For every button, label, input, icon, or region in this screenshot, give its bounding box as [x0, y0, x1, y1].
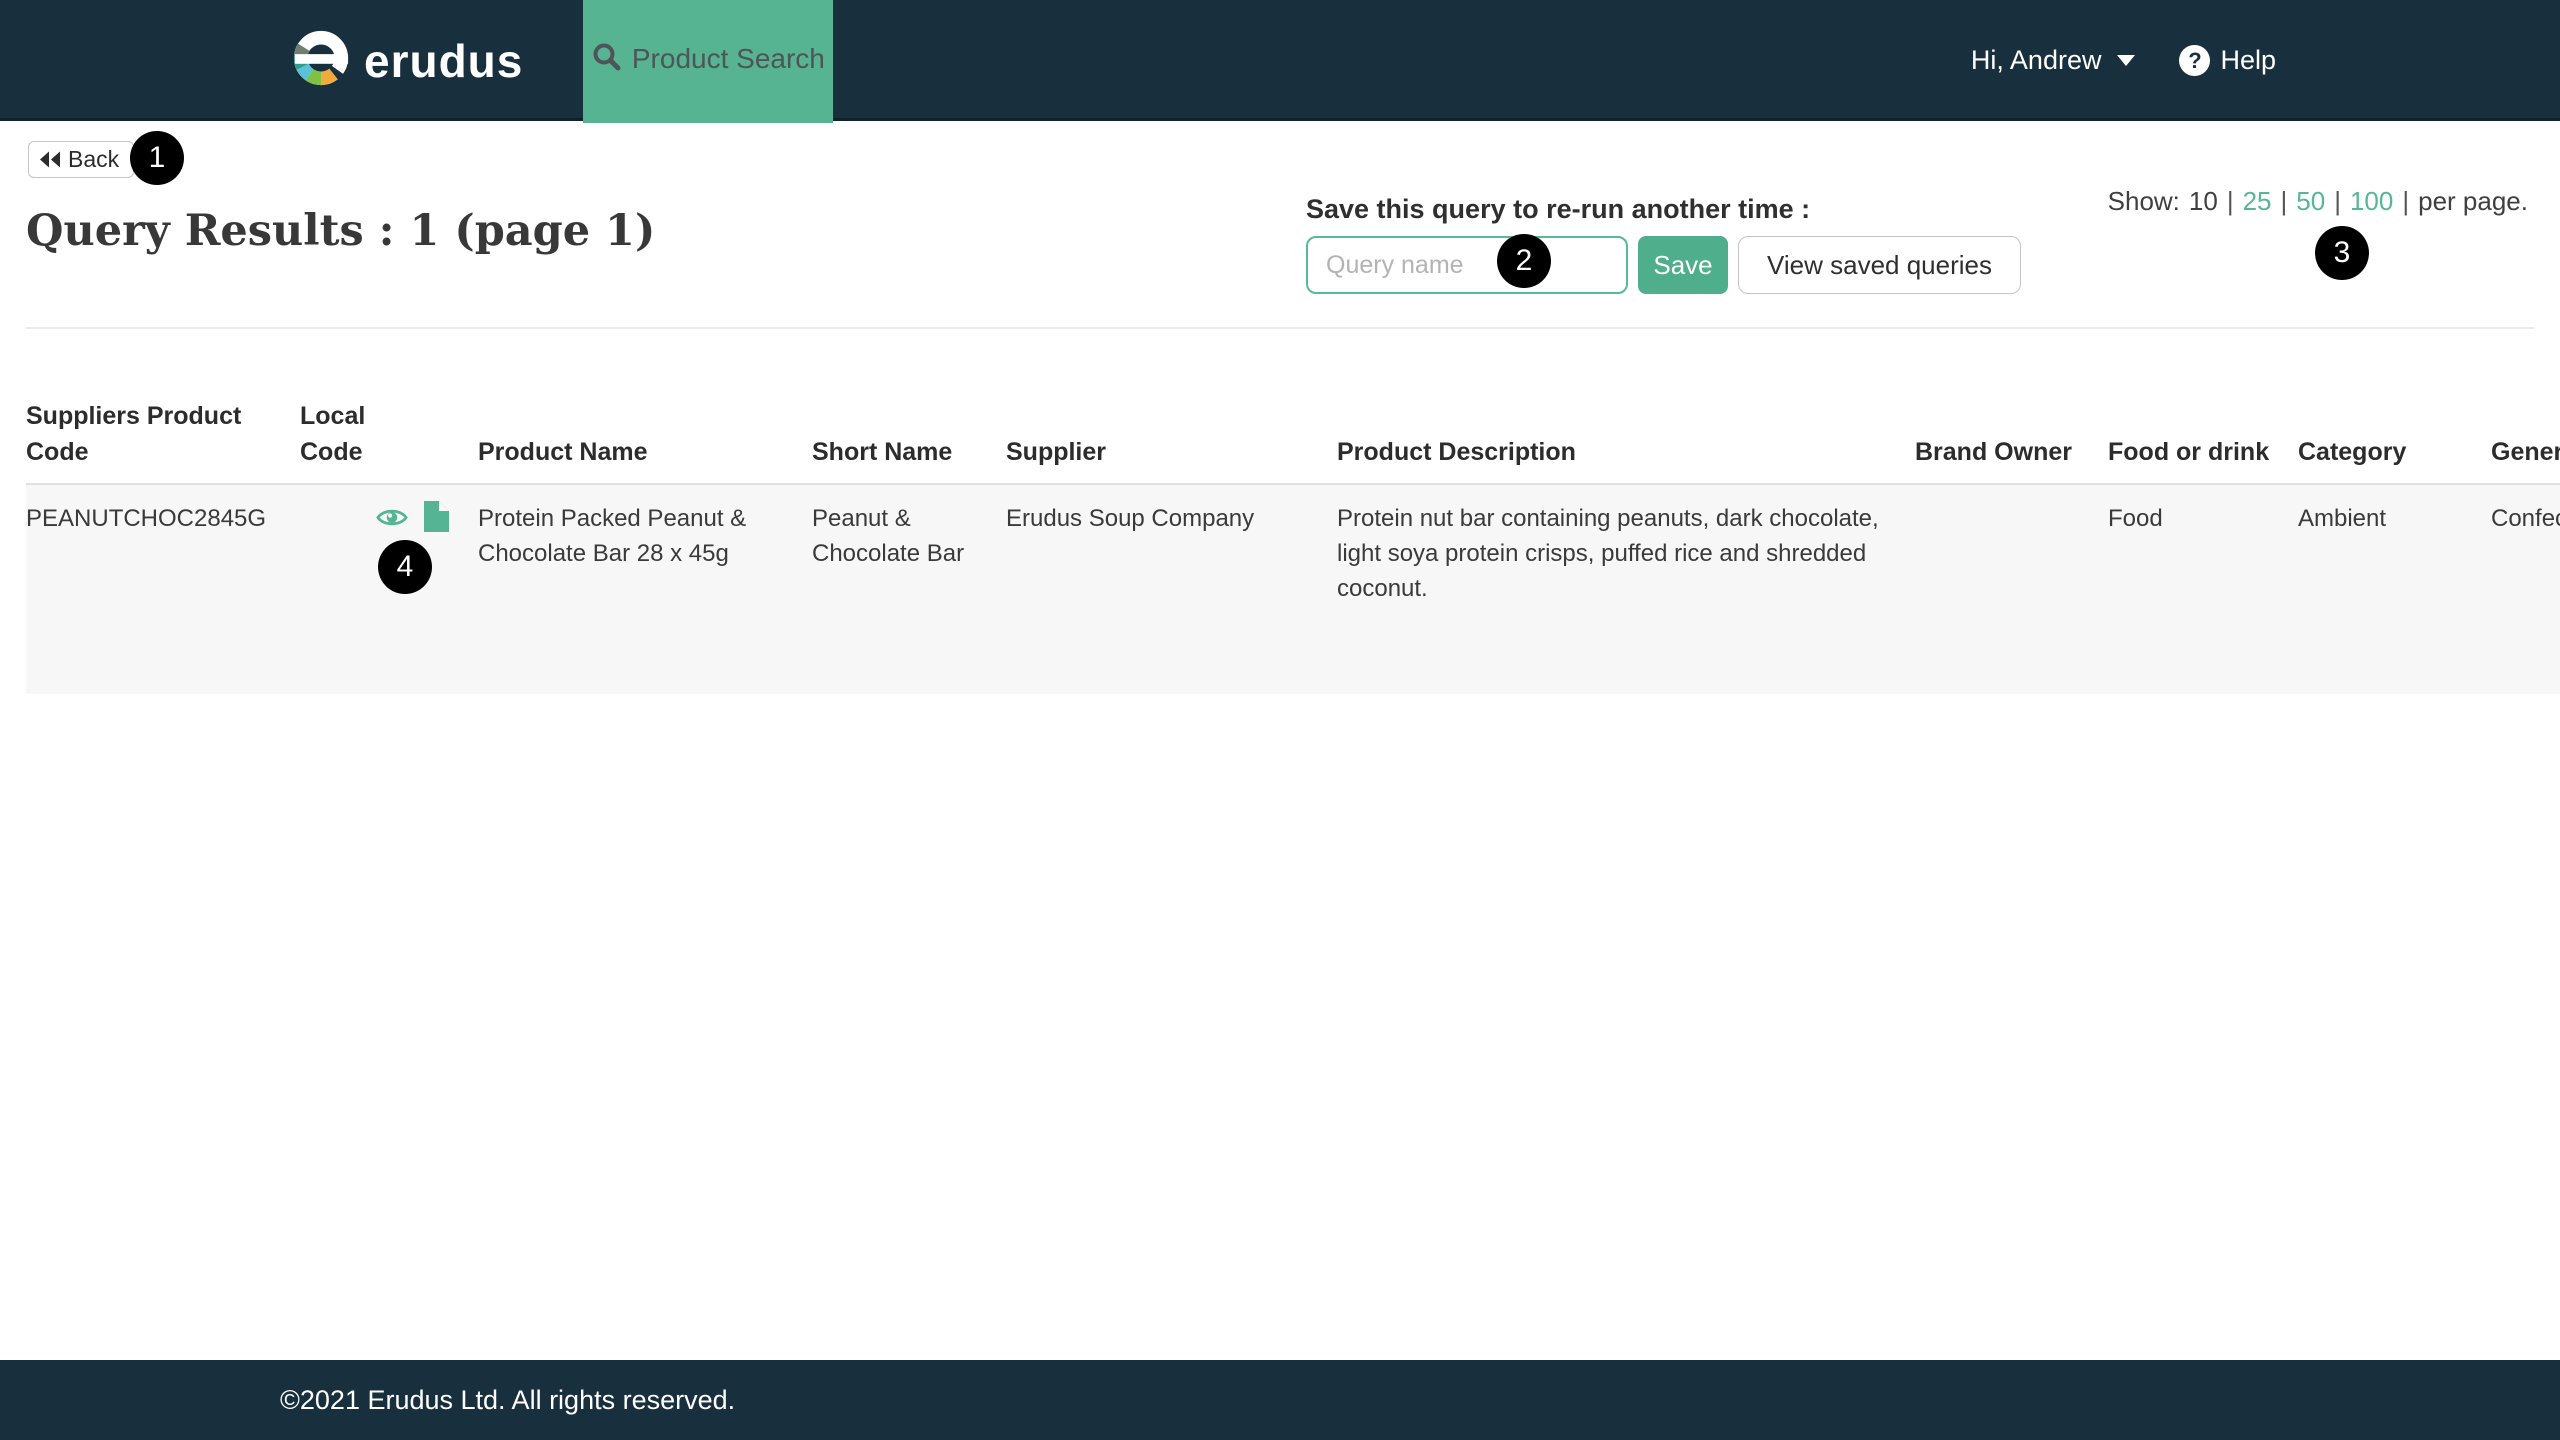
help-label: Help — [2220, 45, 2276, 75]
table-header-row: Suppliers Product Code Local Code Produc… — [26, 398, 2560, 485]
copyright-text: ©2021 Erudus Ltd. All rights reserved. — [280, 1384, 736, 1415]
save-query-label: Save this query to re-run another time : — [1306, 194, 1811, 224]
results-table: Suppliers Product Code Local Code Produc… — [26, 398, 2560, 694]
col-product-name: Product Name — [478, 398, 812, 485]
cell-category: Ambient — [2298, 484, 2491, 694]
cell-product-name: Protein Packed Peanut & Chocolate Bar 28… — [478, 484, 812, 694]
datasheet-document-icon[interactable] — [424, 501, 449, 542]
cell-food-or-drink: Food — [2108, 484, 2298, 694]
col-product-description: Product Description — [1337, 398, 1915, 485]
col-food-or-drink: Food or drink — [2108, 398, 2298, 485]
help-icon: ? — [2179, 45, 2211, 76]
per-page-current: 10 — [2188, 186, 2218, 216]
save-query-button[interactable]: Save — [1638, 236, 1728, 294]
query-name-input[interactable] — [1306, 236, 1628, 294]
col-category: Category — [2298, 398, 2491, 485]
col-supplier: Supplier — [1006, 398, 1337, 485]
back-button-label: Back — [68, 146, 120, 172]
cell-actions — [364, 484, 478, 694]
annotation-badge-4: 4 — [378, 540, 432, 594]
rewind-icon — [40, 151, 60, 168]
footer: ©2021 Erudus Ltd. All rights reserved. — [0, 1360, 2560, 1440]
tab-product-search[interactable]: Product Search — [583, 0, 834, 123]
brand-name: erudus — [364, 34, 524, 87]
top-nav: erudus Product Search Hi, Andrew ? Help — [0, 0, 2560, 123]
cell-supplier: Erudus Soup Company — [1006, 484, 1337, 694]
back-button[interactable]: Back — [28, 141, 135, 178]
erudus-logo: erudus — [292, 29, 523, 92]
col-generic: Generi — [2491, 398, 2560, 485]
section-divider — [26, 327, 2534, 329]
annotation-badge-3: 3 — [2315, 226, 2369, 280]
view-saved-queries-button[interactable]: View saved queries — [1738, 236, 2021, 294]
cell-brand-owner — [1915, 484, 2108, 694]
cell-product-description: Protein nut bar containing peanuts, dark… — [1337, 484, 1915, 694]
cell-short-name: Peanut & Chocolate Bar — [812, 484, 1006, 694]
erudus-logo-mark-icon — [292, 29, 350, 92]
user-greeting: Hi, Andrew — [1970, 45, 2102, 75]
col-brand-owner: Brand Owner — [1915, 398, 2108, 485]
col-local-code: Local Code — [300, 398, 365, 485]
user-menu[interactable]: Hi, Andrew — [1971, 45, 2136, 76]
save-query-section: Save this query to re-run another time :… — [1306, 194, 2021, 294]
col-short-name: Short Name — [812, 398, 1006, 485]
view-product-eye-icon[interactable] — [376, 504, 408, 539]
annotation-badge-1: 1 — [130, 131, 184, 185]
per-page-suffix: per page. — [2418, 186, 2528, 216]
annotation-badge-2: 2 — [1497, 234, 1551, 288]
per-page-option-50[interactable]: 50 — [2296, 186, 2326, 216]
per-page-option-25[interactable]: 25 — [2242, 186, 2272, 216]
search-icon — [592, 42, 622, 77]
results-table-container: Suppliers Product Code Local Code Produc… — [26, 398, 2560, 1118]
help-link[interactable]: ? Help — [2179, 45, 2276, 76]
cell-generic: Confec — [2491, 484, 2560, 694]
col-suppliers-product-code: Suppliers Product Code — [26, 398, 300, 485]
per-page-selector: Show: 10 | 25 | 50 | 100 | per page. — [2107, 186, 2528, 216]
table-row: PEANUTCHOC2845G — [26, 484, 2560, 694]
cell-suppliers-product-code: PEANUTCHOC2845G — [26, 484, 300, 694]
per-page-option-100[interactable]: 100 — [2349, 186, 2394, 216]
caret-down-icon — [2117, 55, 2136, 66]
page-title: Query Results : 1 (page 1) — [26, 206, 656, 256]
tab-product-search-label: Product Search — [631, 43, 825, 74]
cell-local-code — [300, 484, 364, 694]
col-actions — [364, 398, 478, 485]
per-page-label: Show: — [2107, 186, 2180, 216]
